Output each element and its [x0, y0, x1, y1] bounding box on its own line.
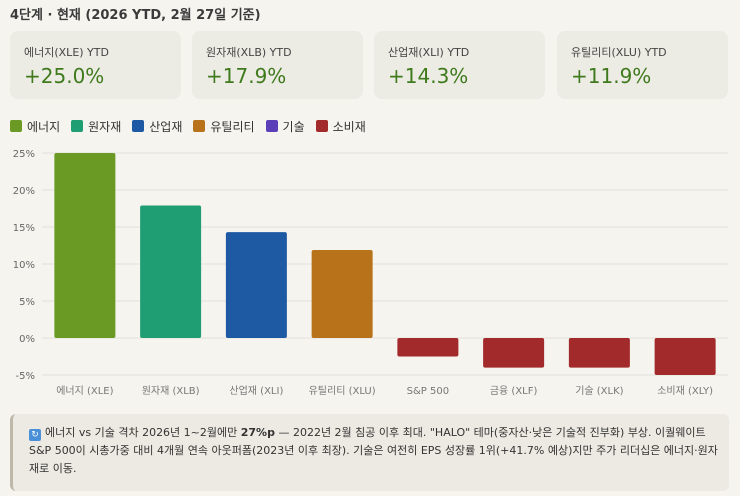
kpi-value: +14.3%: [388, 64, 469, 88]
bar: [654, 338, 716, 375]
kpi-cards: 에너지(XLE) YTD +25.0% 원자재(XLB) YTD +17.9% …: [10, 31, 729, 99]
kpi-card-xli: 산업재(XLI) YTD +14.3%: [374, 31, 545, 99]
kpi-label: 유틸리티(XLU) YTD: [571, 46, 667, 59]
legend-label: 산업재: [149, 119, 183, 134]
x-tick-label: 에너지 (XLE): [56, 385, 113, 397]
y-tick-label: 5%: [19, 297, 35, 308]
y-tick-label: 25%: [13, 149, 35, 160]
y-tick-label: 15%: [13, 223, 35, 234]
kpi-card-xle: 에너지(XLE) YTD +25.0%: [10, 31, 181, 99]
legend-label: 소비재: [332, 119, 366, 134]
legend-swatch: [193, 120, 206, 132]
legend-item-tech[interactable]: 기술: [265, 118, 305, 135]
insight-note-text: ↻ 에너지 vs 기술 격차 2026년 1~2월에만 27%p — 2022년 …: [29, 424, 719, 478]
x-tick-label: 유틸리티 (XLU): [309, 384, 376, 397]
legend-item-industrials[interactable]: 산업재: [132, 118, 182, 135]
y-tick-label: -5%: [16, 371, 35, 382]
refresh-icon: ↻: [29, 429, 41, 441]
note-text-lead: 에너지 vs 기술 격차 2026년 1~2월에만: [45, 426, 241, 439]
kpi-label: 에너지(XLE) YTD: [24, 46, 109, 59]
kpi-value: +11.9%: [571, 64, 652, 88]
legend-item-energy[interactable]: 에너지: [10, 118, 60, 135]
legend-swatch: [315, 120, 328, 132]
bar: [225, 232, 287, 338]
legend-label: 유틸리티: [210, 119, 255, 134]
legend-label: 원자재: [88, 119, 122, 134]
y-tick-label: 20%: [13, 186, 35, 197]
y-tick-label: 0%: [19, 334, 35, 345]
legend-swatch: [10, 120, 22, 132]
note-text-rest: — 2022년 2월 침공 이후 최대. "HALO" 테마(중자산·낮은 기술…: [29, 426, 718, 475]
bar: [140, 205, 202, 338]
x-tick-label: 산업재 (XLI): [229, 384, 283, 397]
bar: [483, 338, 545, 368]
kpi-value: +25.0%: [24, 64, 105, 88]
legend-item-materials[interactable]: 원자재: [71, 118, 121, 135]
sector-ytd-bar-chart: 25% 20% 15% 10% 5% 0% -5% 에너지 (XLE) 원자재 (XLB) 산업재…: [13, 149, 728, 397]
legend-swatch: [265, 120, 278, 132]
x-tick-label: 기술 (XLK): [575, 385, 623, 397]
legend-label: 기술: [282, 119, 305, 134]
kpi-value: +17.9%: [206, 64, 287, 88]
bar: [568, 338, 630, 368]
y-tick-label: 10%: [13, 260, 35, 271]
page-title: 4단계 · 현재 (2026 YTD, 2월 27일 기준): [10, 8, 261, 23]
legend-swatch: [71, 120, 84, 132]
bar: [397, 338, 459, 357]
legend-label: 에너지: [27, 119, 61, 134]
note-highlight: 27%p: [240, 426, 275, 439]
kpi-card-xlb: 원자재(XLB) YTD +17.9%: [192, 31, 363, 99]
bar: [54, 153, 116, 338]
x-tick-label: 금융 (XLF): [490, 385, 538, 397]
kpi-label: 산업재(XLI) YTD: [388, 46, 470, 59]
chart-legend: 에너지 원자재 산업재 유틸리티 기술 소비재: [10, 117, 377, 135]
kpi-card-xlu: 유틸리티(XLU) YTD +11.9%: [557, 31, 728, 99]
x-tick-label: S&P 500: [407, 386, 449, 397]
legend-swatch: [132, 120, 145, 132]
kpi-label: 원자재(XLB) YTD: [206, 46, 292, 59]
legend-item-utilities[interactable]: 유틸리티: [193, 118, 255, 135]
x-tick-label: 소비재 (XLY): [657, 385, 713, 397]
x-tick-label: 원자재 (XLB): [142, 385, 200, 397]
bar: [311, 249, 373, 338]
legend-item-consumer[interactable]: 소비재: [315, 118, 366, 135]
insight-note: ↻ 에너지 vs 기술 격차 2026년 1~2월에만 27%p — 2022년 …: [10, 414, 729, 491]
